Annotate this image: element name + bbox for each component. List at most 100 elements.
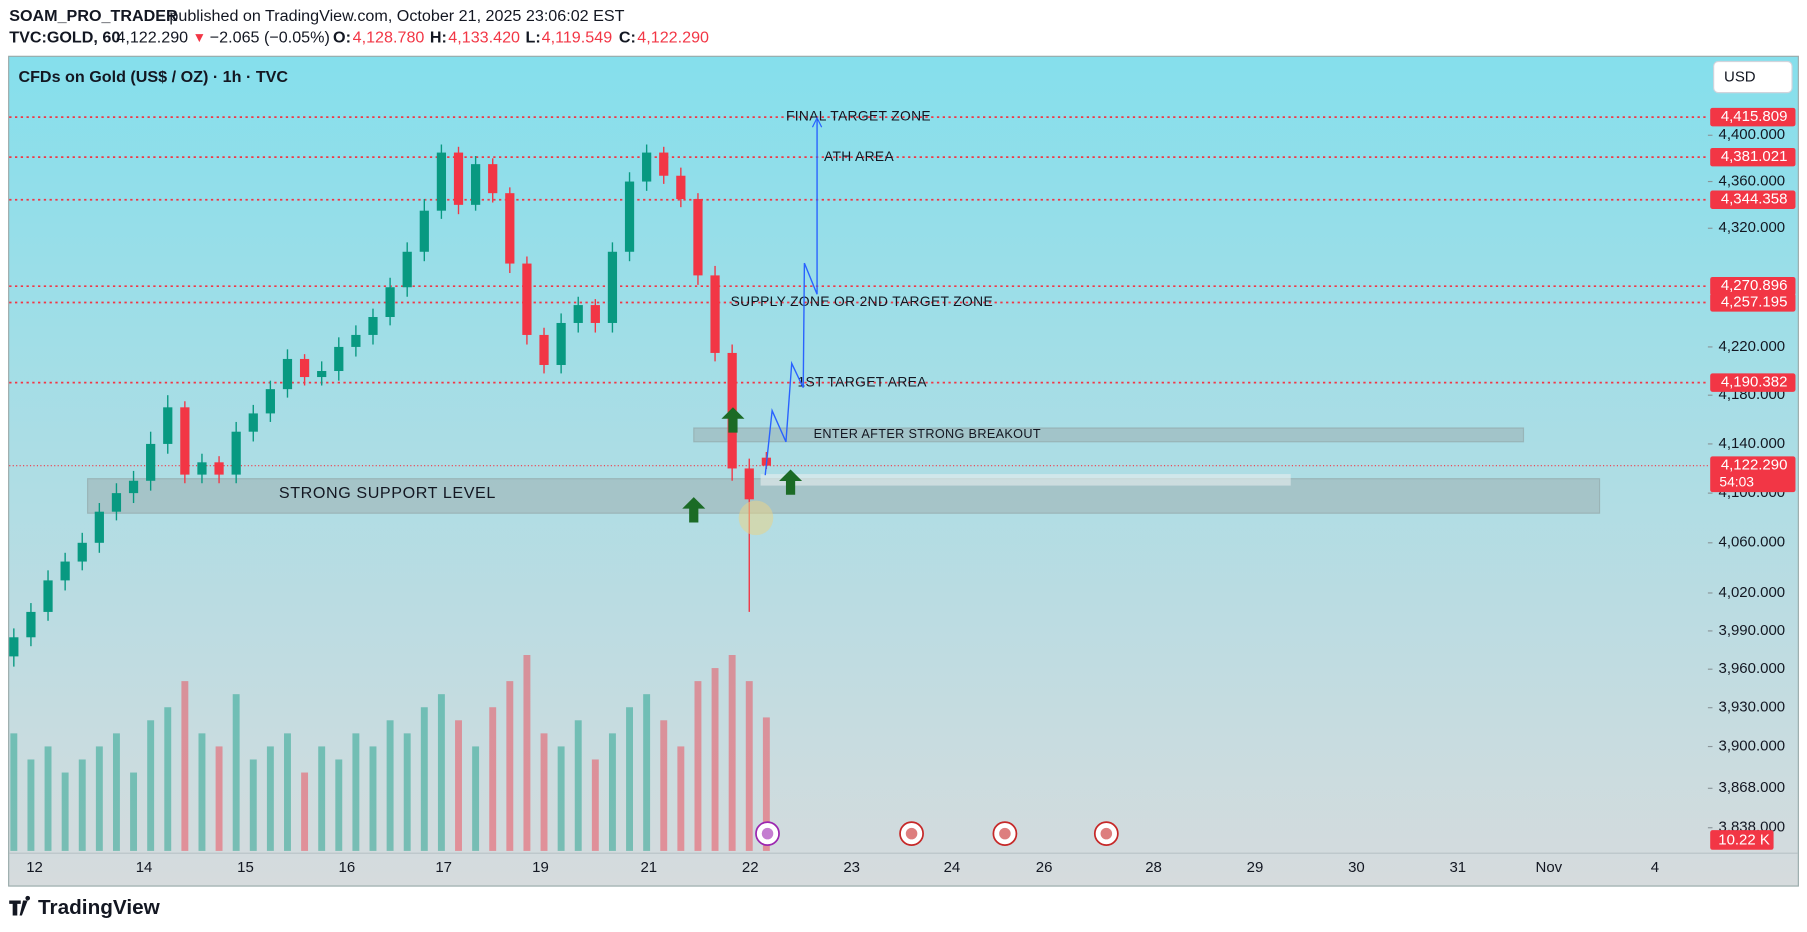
x-tick-label: 24 bbox=[944, 859, 961, 876]
price-level-label: 4,415.809 bbox=[1721, 108, 1788, 125]
y-tick-label: 3,868.000 bbox=[1719, 779, 1786, 796]
publisher: SOAM_PRO_TRADER bbox=[9, 7, 178, 25]
candle-body bbox=[334, 346, 344, 372]
candle-body bbox=[146, 443, 156, 481]
currency-label: USD bbox=[1724, 69, 1756, 86]
change: −2.065 (−0.05%) bbox=[210, 29, 330, 47]
candle-body bbox=[693, 199, 703, 276]
x-tick-label: 19 bbox=[532, 859, 549, 876]
y-tick-label: 4,020.000 bbox=[1719, 584, 1786, 601]
x-tick-label: 14 bbox=[136, 859, 153, 876]
y-tick-label: 4,060.000 bbox=[1719, 534, 1786, 551]
volume-bar bbox=[301, 772, 309, 851]
volume-bar bbox=[130, 772, 138, 851]
candle-body bbox=[402, 251, 412, 288]
candle-body bbox=[539, 334, 549, 365]
candle-body bbox=[77, 542, 87, 562]
volume-bar bbox=[232, 694, 240, 851]
candle-body bbox=[197, 462, 207, 475]
x-tick-label: 21 bbox=[640, 859, 657, 876]
candle-body bbox=[522, 263, 532, 335]
price-level-label: 4,270.896 bbox=[1721, 277, 1788, 294]
current-price-box bbox=[1710, 456, 1796, 493]
y-tick-label: 4,140.000 bbox=[1719, 435, 1786, 452]
volume-bar bbox=[181, 681, 189, 851]
volume-bar bbox=[318, 746, 326, 851]
arrow: ▼ bbox=[192, 29, 206, 45]
price-level-box bbox=[1710, 107, 1796, 127]
candle-body bbox=[163, 407, 173, 444]
candle-body bbox=[556, 322, 566, 365]
y-tick-label: 3,960.000 bbox=[1719, 660, 1786, 677]
volume-bar bbox=[643, 694, 651, 851]
volume-bar bbox=[472, 746, 480, 851]
ohlc-line: TVC:GOLD, 60 4,122.290 ▼ −2.065 (−0.05%)… bbox=[9, 29, 709, 47]
x-tick-label: 30 bbox=[1348, 859, 1365, 876]
close: 4,122.290 bbox=[637, 29, 709, 47]
volume-bar bbox=[574, 720, 582, 851]
candle-body bbox=[317, 371, 327, 378]
highlight-circle bbox=[738, 500, 774, 536]
volume-bar bbox=[164, 707, 172, 851]
candle-body bbox=[505, 193, 515, 264]
x-tick-label: Nov bbox=[1536, 859, 1563, 876]
volume-bar bbox=[420, 707, 428, 851]
logo-icon bbox=[9, 895, 31, 916]
candle-body bbox=[453, 152, 464, 205]
candle-body bbox=[94, 511, 104, 543]
volume-bar bbox=[335, 759, 343, 851]
event-dot bbox=[905, 827, 918, 840]
volume-bar bbox=[489, 707, 497, 851]
high: 4,133.420 bbox=[448, 29, 520, 47]
candle-body bbox=[590, 305, 600, 323]
volume-label-box bbox=[1710, 830, 1774, 850]
currency-button[interactable] bbox=[1713, 60, 1793, 94]
green-arrow bbox=[682, 497, 706, 523]
volume-bar bbox=[711, 668, 719, 851]
x-tick-label: 17 bbox=[435, 859, 452, 876]
volume-bar bbox=[386, 720, 394, 851]
price-level-label: 4,257.195 bbox=[1721, 293, 1788, 310]
price-level-box bbox=[1710, 147, 1796, 167]
volume-bar bbox=[78, 759, 86, 851]
volume-bar bbox=[557, 746, 565, 851]
candle-body bbox=[419, 210, 429, 252]
volume-bar bbox=[198, 733, 206, 851]
volume-bar bbox=[506, 681, 514, 851]
annotation: STRONG SUPPORT LEVEL bbox=[279, 484, 496, 502]
volume-bar bbox=[660, 720, 668, 851]
volume-bar bbox=[266, 746, 274, 851]
candle-body bbox=[488, 164, 498, 194]
candle-body bbox=[111, 493, 122, 512]
volume-bar bbox=[10, 733, 18, 851]
annotation: SUPPLY ZONE OR 2ND TARGET ZONE bbox=[731, 293, 993, 309]
candle-body bbox=[351, 334, 361, 347]
volume-bar bbox=[369, 746, 377, 851]
y-tick-label: 4,320.000 bbox=[1719, 219, 1786, 236]
x-tick-label: 22 bbox=[742, 859, 759, 876]
candle-body bbox=[573, 305, 583, 323]
x-tick-label: 12 bbox=[26, 859, 43, 876]
volume-bar bbox=[112, 733, 120, 851]
chart-pane bbox=[8, 55, 1799, 887]
countdown: 54:03 bbox=[1719, 474, 1754, 490]
y-tick-label: 3,930.000 bbox=[1719, 699, 1786, 716]
candle-body bbox=[128, 480, 139, 494]
candle-body bbox=[265, 389, 275, 414]
green-arrow bbox=[721, 407, 745, 433]
volume-bar bbox=[403, 733, 411, 851]
event-dot bbox=[761, 827, 774, 840]
candle-body bbox=[248, 413, 258, 432]
candle-body bbox=[676, 175, 686, 200]
light-zone bbox=[760, 474, 1291, 486]
volume-bar bbox=[61, 772, 69, 851]
candle-body bbox=[9, 637, 19, 657]
last: 4,122.290 bbox=[116, 29, 188, 47]
candle-body bbox=[744, 468, 754, 500]
o-label: O: bbox=[333, 29, 351, 47]
candle-body bbox=[385, 287, 395, 318]
brand: TradingView bbox=[38, 896, 161, 919]
volume-bar bbox=[147, 720, 155, 851]
annotation: FINAL TARGET ZONE bbox=[786, 108, 931, 124]
